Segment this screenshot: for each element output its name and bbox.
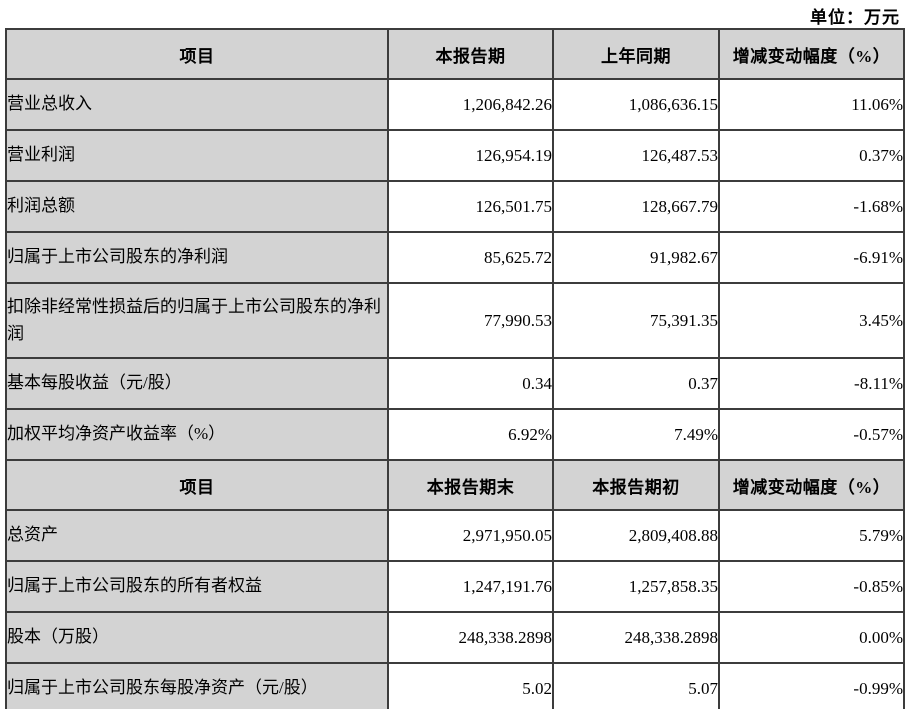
row-current-value: 126,954.19 — [387, 129, 554, 182]
row-change-value: -6.91% — [718, 231, 905, 284]
table-row: 股本（万股） 248,338.2898 248,338.2898 0.00% — [5, 611, 905, 664]
row-prior-value: 1,257,858.35 — [552, 560, 720, 613]
row-change-value: 3.45% — [718, 282, 905, 359]
row-label: 归属于上市公司股东每股净资产（元/股） — [5, 662, 389, 709]
header-period-end: 本报告期末 — [387, 459, 554, 511]
row-current-value: 77,990.53 — [387, 282, 554, 359]
row-label: 营业总收入 — [5, 78, 389, 131]
row-prior-value: 1,086,636.15 — [552, 78, 720, 131]
row-prior-value: 2,809,408.88 — [552, 509, 720, 562]
row-current-value: 85,625.72 — [387, 231, 554, 284]
row-label: 股本（万股） — [5, 611, 389, 664]
row-change-value: 5.79% — [718, 509, 905, 562]
table-row: 归属于上市公司股东的所有者权益 1,247,191.76 1,257,858.3… — [5, 560, 905, 613]
row-prior-value: 75,391.35 — [552, 282, 720, 359]
header-prior-period: 上年同期 — [552, 28, 720, 80]
row-label: 加权平均净资产收益率（%） — [5, 408, 389, 461]
row-change-value: 0.37% — [718, 129, 905, 182]
unit-label: 单位：万元 — [810, 8, 900, 27]
row-prior-value: 91,982.67 — [552, 231, 720, 284]
table-row: 总资产 2,971,950.05 2,809,408.88 5.79% — [5, 509, 905, 562]
table-row: 利润总额 126,501.75 128,667.79 -1.68% — [5, 180, 905, 233]
row-label: 归属于上市公司股东的净利润 — [5, 231, 389, 284]
row-change-value: -0.57% — [718, 408, 905, 461]
table-row: 扣除非经常性损益后的归属于上市公司股东的净利润 77,990.53 75,391… — [5, 282, 905, 359]
section2-header-row: 项目 本报告期末 本报告期初 增减变动幅度（%） — [5, 459, 905, 511]
row-current-value: 1,247,191.76 — [387, 560, 554, 613]
financial-summary-table: 项目 本报告期 上年同期 增减变动幅度（%） 营业总收入 1,206,842.2… — [5, 28, 905, 709]
header-item: 项目 — [5, 28, 389, 80]
row-current-value: 126,501.75 — [387, 180, 554, 233]
row-current-value: 5.02 — [387, 662, 554, 709]
row-label: 利润总额 — [5, 180, 389, 233]
table-row: 归属于上市公司股东的净利润 85,625.72 91,982.67 -6.91% — [5, 231, 905, 284]
table-row: 基本每股收益（元/股） 0.34 0.37 -8.11% — [5, 357, 905, 410]
row-prior-value: 0.37 — [552, 357, 720, 410]
table-row: 归属于上市公司股东每股净资产（元/股） 5.02 5.07 -0.99% — [5, 662, 905, 709]
table-row: 营业总收入 1,206,842.26 1,086,636.15 11.06% — [5, 78, 905, 131]
row-change-value: 0.00% — [718, 611, 905, 664]
row-label: 营业利润 — [5, 129, 389, 182]
row-label: 扣除非经常性损益后的归属于上市公司股东的净利润 — [5, 282, 389, 359]
row-current-value: 2,971,950.05 — [387, 509, 554, 562]
header-period-begin: 本报告期初 — [552, 459, 720, 511]
row-label: 归属于上市公司股东的所有者权益 — [5, 560, 389, 613]
row-change-value: -0.99% — [718, 662, 905, 709]
row-label: 基本每股收益（元/股） — [5, 357, 389, 410]
section1-header-row: 项目 本报告期 上年同期 增减变动幅度（%） — [5, 28, 905, 80]
row-current-value: 6.92% — [387, 408, 554, 461]
row-prior-value: 7.49% — [552, 408, 720, 461]
header-current-period: 本报告期 — [387, 28, 554, 80]
header-item: 项目 — [5, 459, 389, 511]
row-prior-value: 248,338.2898 — [552, 611, 720, 664]
row-change-value: -8.11% — [718, 357, 905, 410]
row-change-value: 11.06% — [718, 78, 905, 131]
row-change-value: -0.85% — [718, 560, 905, 613]
header-change-pct: 增减变动幅度（%） — [718, 28, 905, 80]
table-row: 加权平均净资产收益率（%） 6.92% 7.49% -0.57% — [5, 408, 905, 461]
table-row: 营业利润 126,954.19 126,487.53 0.37% — [5, 129, 905, 182]
row-change-value: -1.68% — [718, 180, 905, 233]
row-current-value: 1,206,842.26 — [387, 78, 554, 131]
row-label: 总资产 — [5, 509, 389, 562]
row-current-value: 0.34 — [387, 357, 554, 410]
row-prior-value: 128,667.79 — [552, 180, 720, 233]
row-current-value: 248,338.2898 — [387, 611, 554, 664]
header-change-pct: 增减变动幅度（%） — [718, 459, 905, 511]
row-prior-value: 126,487.53 — [552, 129, 720, 182]
row-prior-value: 5.07 — [552, 662, 720, 709]
